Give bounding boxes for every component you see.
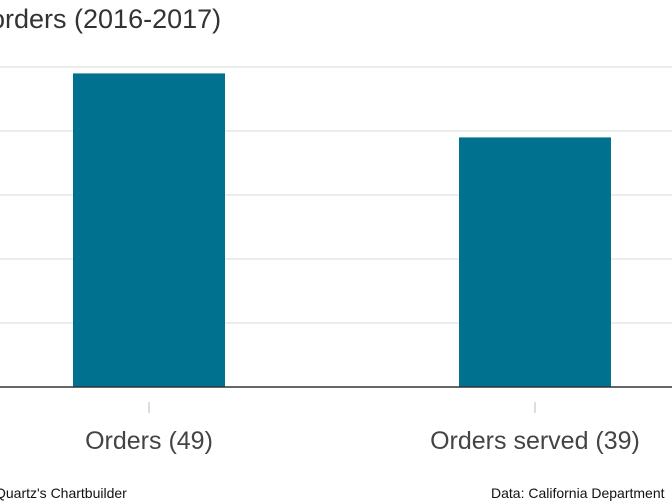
chart-credit: Quartz's Chartbuilder (0, 485, 127, 501)
bar (73, 73, 225, 388)
chart-title: orders (2016-2017) (0, 4, 222, 34)
category-labels: Orders (49) Orders served (39) (85, 427, 640, 455)
bar-chart: Orders (49) Orders served (39) (0, 66, 672, 455)
data-source: Data: California Department (491, 485, 665, 501)
category-label: Orders (49) (85, 427, 213, 455)
x-axis (0, 386, 672, 413)
category-label: Orders served (39) (430, 427, 640, 455)
bar (459, 137, 611, 387)
bars (73, 73, 611, 388)
